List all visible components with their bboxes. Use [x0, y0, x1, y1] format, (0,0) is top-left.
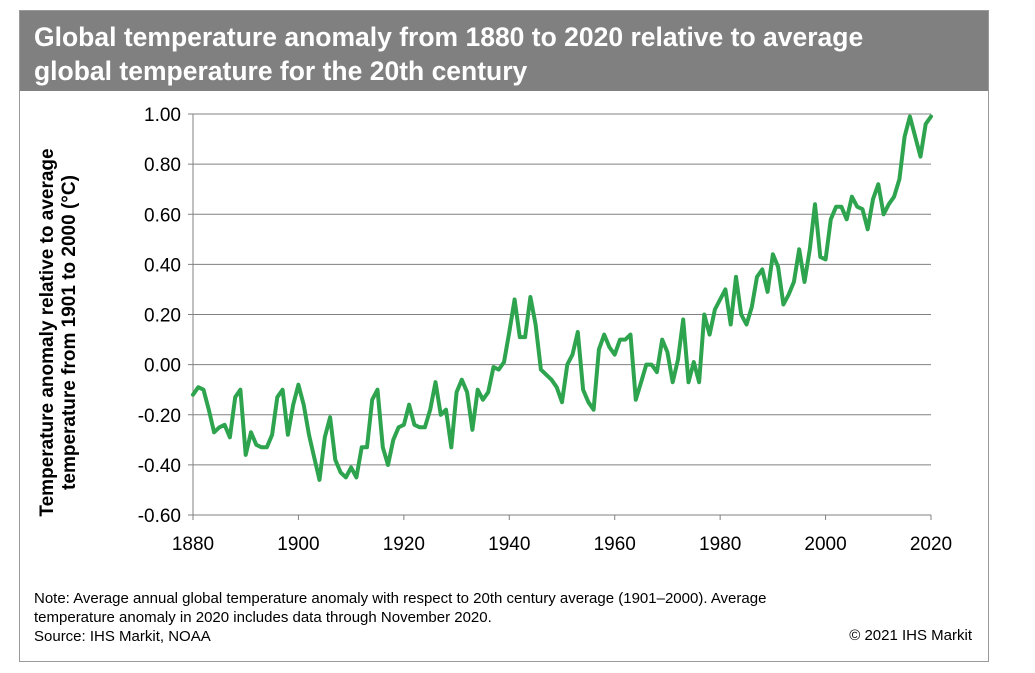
grid-lines — [193, 113, 931, 516]
copyright-text: © 2021 IHS Markit — [849, 627, 972, 644]
y-axis-label-line-2: temperature from 1901 to 2000 (°C) — [59, 175, 80, 490]
x-tick-label: 1980 — [699, 534, 741, 555]
y-tick-label: -0.40 — [138, 456, 181, 477]
x-tick-label: 1920 — [383, 534, 425, 555]
x-tick-label: 2000 — [804, 534, 846, 555]
x-tick-label: 1900 — [277, 534, 319, 555]
axes — [188, 113, 932, 520]
y-tick-label: 1.00 — [144, 105, 181, 126]
y-axis-label-line-1: Temperature anomaly relative to average — [37, 148, 58, 516]
chart-note: Note: Average annual global temperature … — [34, 589, 934, 646]
y-tick-label: 0.80 — [144, 155, 181, 176]
x-tick-label: 1940 — [488, 534, 530, 555]
temperature-anomaly-line — [191, 114, 933, 482]
y-tick-label: -0.20 — [138, 406, 181, 427]
chart-frame: Global temperature anomaly from 1880 to … — [19, 10, 989, 662]
note-line-1: Note: Average annual global temperature … — [34, 590, 767, 607]
y-tick-labels: -0.60 -0.40 -0.20 0.00 0.20 0.40 0.60 0.80 1.00 — [138, 105, 181, 527]
line-chart: -0.60-0.40-0.200.000.200.400.600.801.00 … — [37, 105, 952, 555]
x-tick-label: 2020 — [910, 534, 952, 555]
x-tick-label: 1960 — [594, 534, 636, 555]
x-tick-label: 1880 — [172, 534, 214, 555]
x-tick-labels: 1880 1900 1920 1940 1960 1980 2000 2020 — [172, 534, 952, 555]
y-tick-label: 0.60 — [144, 205, 181, 226]
chart-title-line-2: global temperature for the 20th century — [34, 56, 528, 86]
note-line-2: temperature anomaly in 2020 includes dat… — [34, 609, 492, 626]
chart-title: Global temperature anomaly from 1880 to … — [20, 11, 988, 91]
source-text: Source: IHS Markit, NOAA — [34, 628, 211, 645]
chart-title-line-1: Global temperature anomaly from 1880 to … — [34, 22, 864, 52]
y-tick-label: 0.40 — [144, 255, 181, 276]
y-tick-label: 0.00 — [144, 356, 181, 377]
series-layer — [191, 114, 933, 482]
y-tick-label: -0.60 — [138, 506, 181, 527]
y-tick-label: 0.20 — [144, 306, 181, 327]
